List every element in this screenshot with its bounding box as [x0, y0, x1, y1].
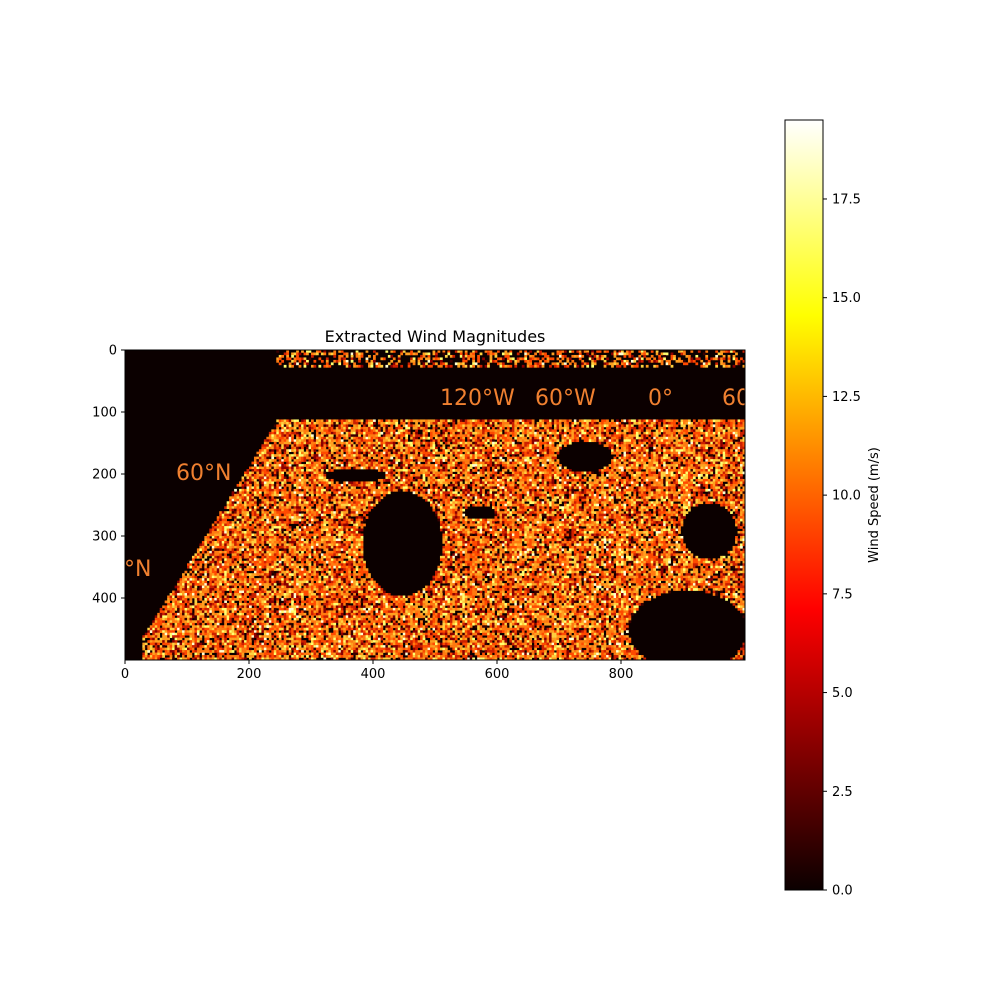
chart-title: Extracted Wind Magnitudes: [325, 327, 546, 346]
colorbar-frame: [784, 119, 824, 891]
colorbar-ticks: 0.0 2.5 5.0 7.5 10.0 12.5 15.0 17.5: [823, 192, 861, 899]
map-label-n-partial: °N: [124, 557, 151, 582]
map-label-0: 0°: [648, 386, 673, 411]
colorbar-tick-label: 17.5: [832, 192, 861, 207]
map-label-60w: 60°W: [535, 386, 596, 411]
y-tick-label: 200: [92, 468, 117, 483]
y-axis: 0 100 200 300 400: [92, 344, 125, 607]
colorbar-tick-label: 15.0: [832, 291, 861, 306]
colorbar-tick-label: 12.5: [832, 390, 861, 405]
colorbar-tick-label: 2.5: [832, 785, 853, 800]
map-label-60n: 60°N: [176, 461, 231, 486]
map-label-120w: 120°W: [440, 386, 515, 411]
x-tick-label: 800: [609, 667, 634, 682]
x-axis: 0 200 400 600 800: [121, 660, 634, 682]
colorbar-tick-label: 5.0: [832, 686, 853, 701]
y-tick-label: 0: [109, 344, 117, 359]
colorbar-label: Wind Speed (m/s): [867, 447, 882, 563]
colorbar-tick-label: 0.0: [832, 884, 853, 899]
map-label-60e: 60: [722, 386, 750, 411]
colorbar-gradient: [785, 120, 823, 890]
wind-field-pixels: [142, 350, 745, 660]
x-tick-label: 600: [485, 667, 510, 682]
x-tick-label: 0: [121, 667, 129, 682]
x-tick-label: 400: [361, 667, 386, 682]
y-tick-label: 300: [92, 530, 117, 545]
colorbar-tick-label: 10.0: [832, 489, 861, 504]
map-labels: 120°W 60°W 0° 60 60°N °N: [124, 386, 750, 582]
y-tick-label: 400: [92, 592, 117, 607]
colorbar: 0.0 2.5 5.0 7.5 10.0 12.5 15.0 17.5 Wind Speed …: [784, 119, 882, 899]
y-tick-label: 100: [92, 406, 117, 421]
plot-frame: [124, 349, 746, 661]
x-tick-label: 200: [237, 667, 262, 682]
wind-magnitude-heatmap: 120°W 60°W 0° 60 60°N °N: [124, 350, 750, 660]
colorbar-tick-label: 7.5: [832, 587, 853, 602]
